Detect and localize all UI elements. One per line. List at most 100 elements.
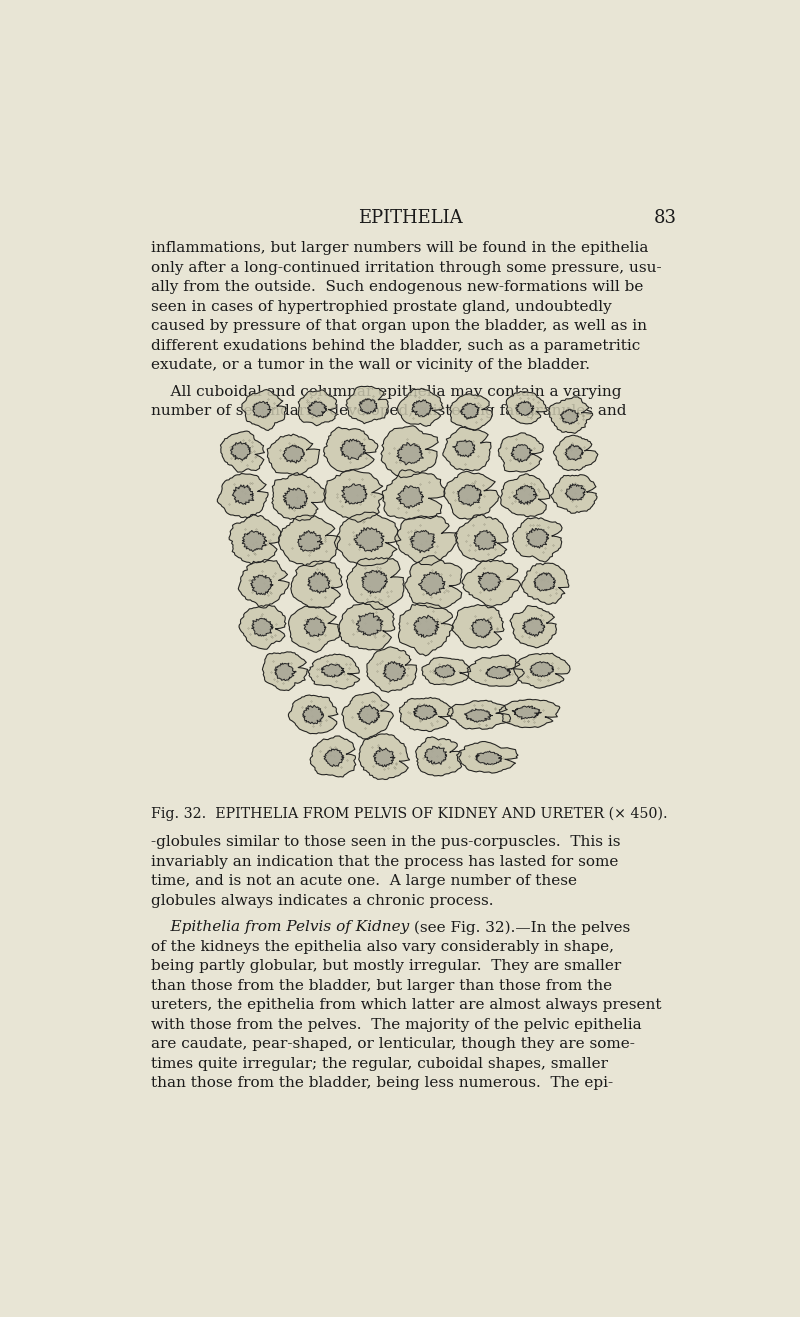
Polygon shape [346,557,404,610]
Polygon shape [398,603,454,656]
Polygon shape [510,606,557,648]
Text: ureters, the epithelia from which latter are almost always present: ureters, the epithelia from which latter… [151,998,662,1013]
Polygon shape [498,433,543,471]
Polygon shape [447,701,510,730]
Polygon shape [462,561,521,606]
Polygon shape [242,390,286,431]
Polygon shape [516,400,534,415]
Polygon shape [450,394,493,431]
Polygon shape [262,652,308,690]
Polygon shape [478,573,501,591]
Polygon shape [383,661,406,681]
Polygon shape [382,470,445,520]
Text: EPITHELIA: EPITHELIA [358,208,462,227]
Polygon shape [460,403,479,419]
Polygon shape [304,618,326,636]
Text: only after a long-continued irritation through some pressure, usu-: only after a long-continued irritation t… [151,261,662,275]
Polygon shape [526,528,549,548]
Polygon shape [453,440,475,457]
Polygon shape [522,618,545,636]
Polygon shape [444,471,499,519]
Polygon shape [250,576,273,594]
Polygon shape [358,734,410,780]
Text: number of secondarily developed, glistening fat-granules and: number of secondarily developed, glisten… [151,404,626,417]
Polygon shape [514,653,570,689]
Polygon shape [381,425,438,478]
Polygon shape [272,473,326,522]
Polygon shape [415,736,462,776]
Polygon shape [289,695,338,734]
Text: inflammations, but larger numbers will be found in the epithelia: inflammations, but larger numbers will b… [151,241,648,255]
Polygon shape [514,486,537,504]
Polygon shape [302,706,324,724]
Text: globules always indicates a chronic process.: globules always indicates a chronic proc… [151,894,494,907]
Text: All cuboidal and columnar epithelia may contain a varying: All cuboidal and columnar epithelia may … [151,385,622,399]
Polygon shape [412,400,433,416]
Polygon shape [474,531,497,551]
Polygon shape [476,751,502,765]
Text: (see Fig. 32).—In the pelves: (see Fig. 32).—In the pelves [409,921,630,935]
Text: with those from the pelves.  The majority of the pelvic epithelia: with those from the pelves. The majority… [151,1018,642,1031]
Polygon shape [410,531,435,553]
Polygon shape [458,485,482,506]
Polygon shape [418,572,445,595]
Polygon shape [534,573,555,591]
Polygon shape [566,445,583,461]
Text: seen in cases of hypertrophied prostate gland, undoubtedly: seen in cases of hypertrophied prostate … [151,299,611,313]
Polygon shape [238,561,289,608]
Polygon shape [499,699,560,727]
Polygon shape [367,647,417,693]
Polygon shape [397,443,423,465]
Polygon shape [283,445,304,464]
Polygon shape [512,518,562,562]
Polygon shape [307,402,326,416]
Polygon shape [506,391,547,424]
Polygon shape [414,705,437,720]
Polygon shape [398,389,443,427]
Polygon shape [325,470,383,523]
Polygon shape [464,709,492,722]
Text: are caudate, pear-shaped, or lenticular, though they are some-: are caudate, pear-shaped, or lenticular,… [151,1038,634,1051]
Polygon shape [471,619,492,637]
Text: than those from the bladder, being less numerous.  The epi-: than those from the bladder, being less … [151,1076,613,1090]
Polygon shape [232,485,254,504]
Text: Fig. 32.  EPITHELIA FROM PELVIS OF KIDNEY AND URETER (× 450).: Fig. 32. EPITHELIA FROM PELVIS OF KIDNEY… [151,807,667,822]
Polygon shape [242,531,266,552]
Polygon shape [422,657,470,685]
Polygon shape [561,410,578,424]
Text: caused by pressure of that organ upon the bladder, as well as in: caused by pressure of that organ upon th… [151,319,647,333]
Polygon shape [324,749,344,766]
Polygon shape [298,531,323,552]
Polygon shape [566,483,585,500]
Polygon shape [357,705,380,724]
Text: different exudations behind the bladder, such as a parametritic: different exudations behind the bladder,… [151,338,640,353]
Polygon shape [512,706,542,719]
Polygon shape [486,666,510,678]
Polygon shape [221,431,265,473]
Text: times quite irregular; the regular, cuboidal shapes, smaller: times quite irregular; the regular, cubo… [151,1056,608,1071]
Text: Epithelia from Pelvis of Kidney: Epithelia from Pelvis of Kidney [151,921,409,935]
Polygon shape [457,741,518,773]
Polygon shape [267,435,320,475]
Polygon shape [218,474,268,518]
Polygon shape [467,655,524,686]
Polygon shape [434,665,455,678]
Polygon shape [346,386,388,424]
Polygon shape [253,402,271,417]
Text: -globules similar to those seen in the pus-corpuscles.  This is: -globules similar to those seen in the p… [151,835,620,849]
Polygon shape [322,664,345,677]
Polygon shape [359,399,378,414]
Polygon shape [230,441,250,461]
Polygon shape [339,602,394,651]
Text: of the kidneys the epithelia also vary considerably in shape,: of the kidneys the epithelia also vary c… [151,940,614,954]
Polygon shape [374,747,395,766]
Polygon shape [308,655,360,689]
Polygon shape [554,435,598,470]
Polygon shape [342,691,394,739]
Polygon shape [342,483,367,504]
Polygon shape [289,606,341,652]
Polygon shape [298,390,337,425]
Text: time, and is not an acute one.  A large number of these: time, and is not an acute one. A large n… [151,874,577,889]
Polygon shape [414,615,439,637]
Text: being partly globular, but mostly irregular.  They are smaller: being partly globular, but mostly irregu… [151,959,621,973]
